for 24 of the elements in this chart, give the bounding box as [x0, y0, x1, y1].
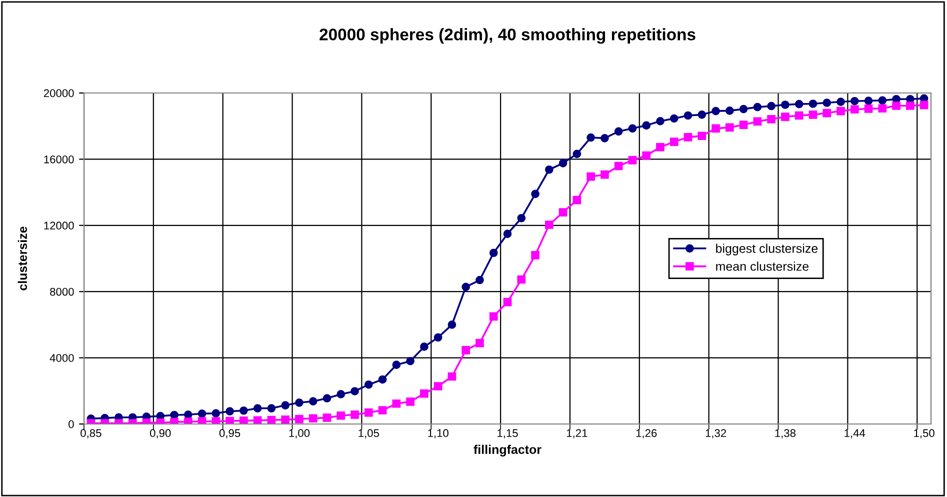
- x-tick-label: 0,85: [80, 429, 102, 438]
- x-tick-label: 1,21: [566, 429, 588, 438]
- y-tick-label: 4000: [50, 354, 74, 362]
- y-tick-label: 20000: [44, 89, 74, 98]
- x-axis-title: fillingfactor: [474, 444, 542, 456]
- legend-label: biggest clustersize: [716, 244, 818, 256]
- y-tick-label: 16000: [44, 155, 74, 164]
- x-tick-label: 1,44: [844, 429, 866, 438]
- x-tick-label: 1,38: [775, 429, 796, 438]
- x-tick-label: 1,05: [358, 429, 379, 438]
- y-tick-label: 12000: [44, 222, 74, 230]
- x-tick-label: 1,26: [636, 429, 657, 438]
- y-axis-title: clustersize: [18, 226, 28, 290]
- chart-title: 20000 spheres (2dim), 40 smoothing repetitions: [320, 28, 696, 44]
- x-tick-label: 1,32: [706, 429, 726, 438]
- x-tick-label: 1,10: [428, 429, 448, 438]
- x-tick-label: 1,50: [914, 429, 934, 438]
- x-tick-label: 1,00: [289, 429, 310, 438]
- x-tick-label: 0,95: [219, 429, 240, 438]
- x-tick-label: 1,15: [498, 429, 518, 438]
- legend-label: mean clustersize: [716, 262, 809, 271]
- x-tick-label: 0,90: [150, 429, 171, 438]
- y-tick-label: 0: [68, 420, 74, 428]
- y-tick-label: 8000: [50, 288, 74, 296]
